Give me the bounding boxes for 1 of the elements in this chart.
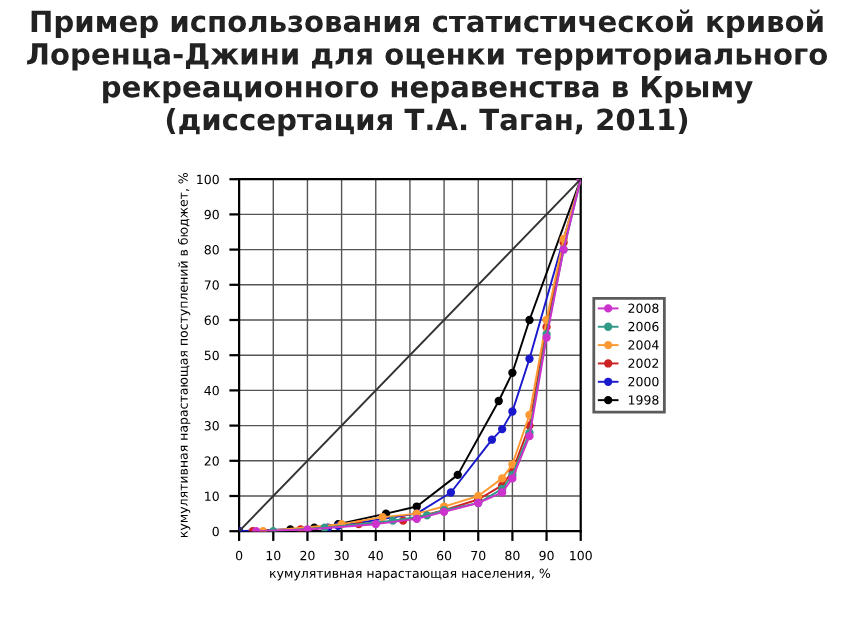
chart-title: Пример использования статистической кривой Лоренца-Джини для оценки территориального рекреационного неравенства в Крыму (диссертация Т.А. Таган, 2011)	[27, 9, 828, 137]
